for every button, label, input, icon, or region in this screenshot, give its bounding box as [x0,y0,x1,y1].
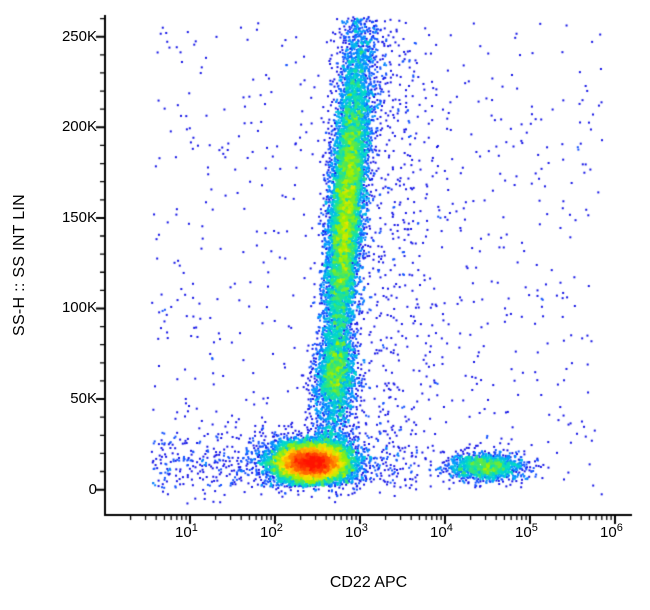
x-axis-title: CD22 APC [329,574,408,591]
y-axis-title: SS-H :: SS INT LIN [11,193,28,337]
